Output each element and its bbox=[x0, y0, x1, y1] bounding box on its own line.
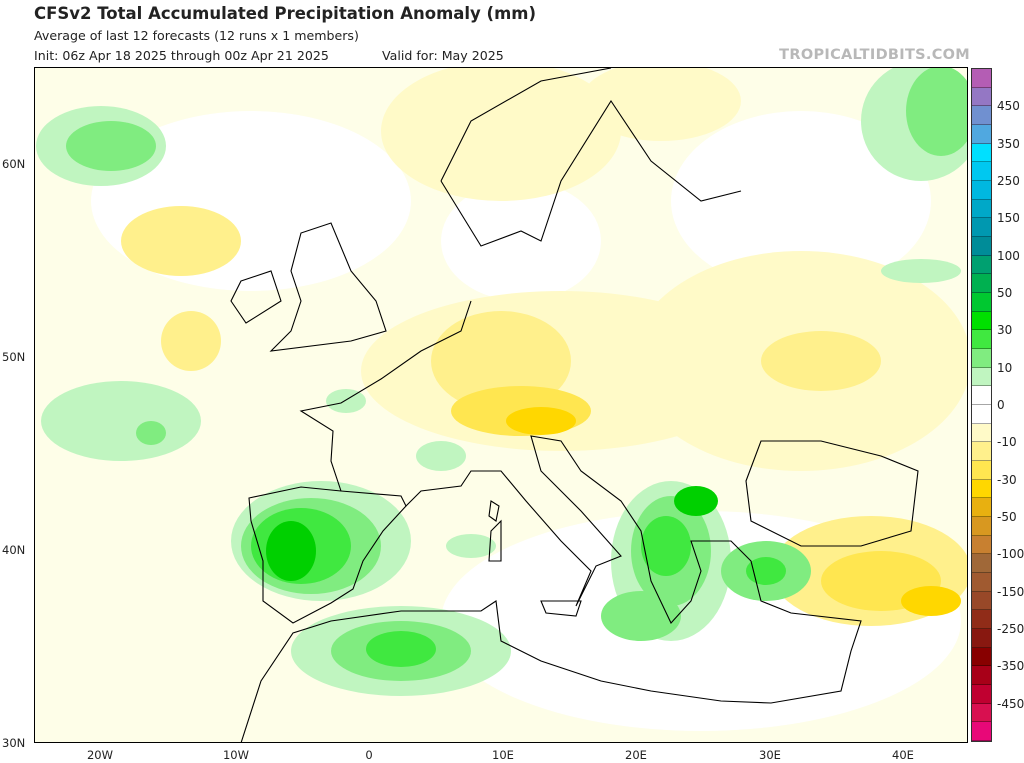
colorbar-label: 0 bbox=[997, 398, 1005, 412]
colorbar-label: 100 bbox=[997, 248, 1020, 263]
colorbar-label: -10 bbox=[997, 435, 1017, 450]
colorbar-bin bbox=[972, 367, 991, 387]
colorbar-bin bbox=[972, 461, 991, 480]
chart-subtitle: Average of last 12 forecasts (12 runs x … bbox=[34, 28, 359, 43]
colorbar-bin bbox=[972, 591, 991, 611]
colorbar-label: 350 bbox=[997, 136, 1020, 151]
colorbar-bin bbox=[972, 498, 991, 517]
chart-title: CFSv2 Total Accumulated Precipitation An… bbox=[34, 4, 537, 23]
colorbar-label: 450 bbox=[997, 99, 1020, 114]
colorbar-label: 50 bbox=[997, 286, 1013, 300]
x-tick-label: 30E bbox=[759, 748, 781, 762]
colorbar-label: -50 bbox=[997, 510, 1017, 524]
colorbar-bin bbox=[972, 87, 991, 107]
valid-text: Valid for: May 2025 bbox=[382, 48, 504, 63]
colorbar-bin bbox=[972, 218, 991, 237]
colorbar-bin bbox=[972, 685, 991, 704]
colorbar-bin bbox=[972, 311, 991, 331]
colorbar-bin bbox=[972, 69, 991, 88]
colorbar-bin bbox=[972, 106, 991, 125]
colorbar-label: 150 bbox=[997, 211, 1020, 226]
colorbar-label: 30 bbox=[997, 323, 1013, 338]
y-tick-label: 60N bbox=[2, 157, 26, 171]
colorbar-label: -350 bbox=[997, 659, 1024, 674]
init-text: Init: 06z Apr 18 2025 through 00z Apr 21… bbox=[34, 48, 329, 63]
colorbar-bin bbox=[972, 199, 991, 219]
colorbar-bin bbox=[972, 479, 991, 499]
x-tick-label: 0 bbox=[365, 748, 373, 762]
colorbar-bin bbox=[972, 349, 991, 368]
colorbar-bin bbox=[972, 274, 991, 293]
colorbar-bin bbox=[972, 405, 991, 424]
x-tick-label: 20E bbox=[625, 748, 647, 762]
colorbar-bin bbox=[972, 386, 991, 405]
colorbar-bin bbox=[972, 125, 991, 144]
colorbar-bin bbox=[972, 573, 991, 592]
y-tick-label: 40N bbox=[2, 543, 26, 557]
y-tick-label: 30N bbox=[2, 736, 26, 750]
colorbar-bin bbox=[972, 666, 991, 685]
coastlines bbox=[230, 68, 919, 742]
colorbar-label: -150 bbox=[997, 584, 1024, 599]
y-tick-label: 50N bbox=[2, 350, 26, 364]
colorbar-bin bbox=[972, 722, 991, 741]
colorbar-bin bbox=[972, 703, 991, 723]
colorbar-bin bbox=[972, 610, 991, 629]
colorbar-label: 250 bbox=[997, 174, 1020, 188]
colorbar-bin bbox=[972, 143, 991, 163]
colorbar-bin bbox=[972, 423, 991, 443]
colorbar-bin bbox=[972, 442, 991, 461]
x-tick-label: 40E bbox=[892, 748, 914, 762]
x-tick-label: 20W bbox=[86, 748, 114, 762]
colorbar-label: -250 bbox=[997, 622, 1024, 636]
colorbar-bin bbox=[972, 330, 991, 349]
brand-watermark: TROPICALTIDBITS.COM bbox=[779, 47, 970, 63]
colorbar bbox=[971, 68, 992, 742]
colorbar-bin bbox=[972, 255, 991, 275]
x-tick-label: 10E bbox=[492, 748, 514, 762]
x-tick-label: 10W bbox=[222, 748, 250, 762]
colorbar-label: -30 bbox=[997, 472, 1017, 487]
colorbar-bin bbox=[972, 237, 991, 256]
colorbar-bin bbox=[972, 535, 991, 555]
precipitation-anomaly-map bbox=[34, 67, 968, 743]
colorbar-label: -450 bbox=[997, 696, 1024, 711]
colorbar-bin bbox=[972, 647, 991, 667]
colorbar-bin bbox=[972, 181, 991, 200]
colorbar-label: -100 bbox=[997, 547, 1024, 562]
colorbar-bin bbox=[972, 162, 991, 181]
colorbar-bin bbox=[972, 554, 991, 573]
colorbar-bin bbox=[972, 293, 991, 312]
colorbar-label: 10 bbox=[997, 360, 1013, 375]
colorbar-bin bbox=[972, 517, 991, 536]
map-svg bbox=[35, 68, 967, 742]
colorbar-bin bbox=[972, 629, 991, 648]
